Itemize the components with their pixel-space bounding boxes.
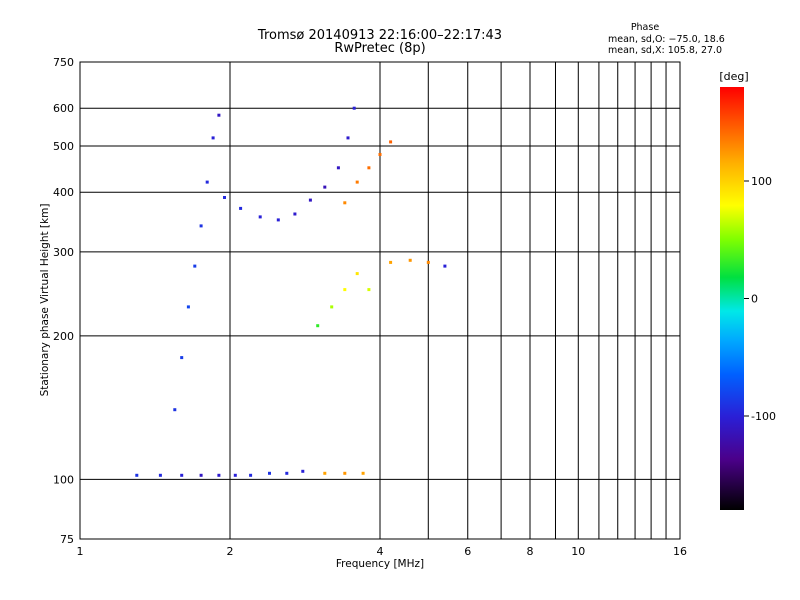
- colorbar-tick-label: -100: [751, 410, 776, 423]
- data-point: [323, 185, 327, 189]
- data-point: [336, 166, 340, 170]
- data-point: [389, 140, 393, 144]
- y-tick-label: 750: [53, 56, 74, 69]
- data-point: [180, 356, 184, 360]
- grid-lines: [80, 62, 680, 539]
- data-point: [361, 471, 365, 475]
- data-point: [343, 288, 347, 292]
- data-point: [346, 136, 350, 140]
- data-point: [330, 305, 334, 309]
- y-tick-label: 600: [53, 102, 74, 115]
- data-point: [352, 106, 356, 110]
- data-point: [186, 305, 190, 309]
- data-point: [285, 471, 289, 475]
- data-point: [355, 272, 359, 276]
- data-point: [180, 473, 184, 477]
- data-point: [355, 180, 359, 184]
- data-point: [205, 180, 209, 184]
- data-point: [239, 206, 243, 210]
- data-point: [378, 153, 382, 156]
- x-tick-label: 8: [527, 545, 534, 558]
- colorbar-tick-label: 100: [751, 175, 772, 188]
- data-point: [367, 166, 371, 170]
- data-point: [308, 198, 312, 202]
- x-tick-label: 6: [464, 545, 471, 558]
- x-axis-label: Frequency [MHz]: [336, 558, 424, 570]
- data-point: [276, 218, 280, 222]
- chart-subtitle: RwPretec (8p): [334, 41, 425, 56]
- data-point: [223, 196, 226, 199]
- x-tick-label: 4: [377, 545, 384, 558]
- data-point: [193, 264, 197, 268]
- data-point: [233, 473, 237, 477]
- data-point: [211, 136, 215, 140]
- y-tick-label: 75: [60, 533, 74, 546]
- data-point: [268, 471, 271, 475]
- data-point: [199, 473, 203, 477]
- x-tick-label: 2: [227, 545, 234, 558]
- colorbar-tick-label: 0: [751, 293, 758, 306]
- data-point: [443, 264, 447, 268]
- phase-heading: Phase: [631, 22, 660, 33]
- data-point: [217, 113, 221, 117]
- data-point: [343, 471, 347, 475]
- data-point: [389, 260, 393, 264]
- y-tick-label: 300: [53, 246, 74, 259]
- plot-area: 1 2 4 6 8 10 16 75 100 200 300 400 500 600 750: [53, 56, 687, 558]
- x-tick-label: 16: [673, 545, 687, 558]
- colorbar: [deg] 100 0 -100: [719, 70, 776, 510]
- phase-x-stats: mean, sd,X: 105.8, 27.0: [608, 45, 722, 56]
- x-tick-label: 10: [571, 545, 585, 558]
- y-axis-label: Stationary phase Virtual Height [km]: [39, 204, 51, 397]
- y-tick-label: 500: [53, 140, 74, 153]
- axis-ticks: 1 2 4 6 8 10 16 75 100 200 300 400 500 600 750: [53, 56, 687, 558]
- x-tick-label: 1: [77, 545, 84, 558]
- data-point: [258, 215, 262, 219]
- y-tick-label: 200: [53, 330, 74, 343]
- data-point: [249, 473, 253, 477]
- data-point: [426, 260, 430, 264]
- data-point: [343, 201, 347, 205]
- y-tick-label: 400: [53, 186, 74, 199]
- data-points: [135, 106, 447, 477]
- phase-o-stats: mean, sd,O: −75.0, 18.6: [608, 34, 725, 45]
- y-tick-label: 100: [53, 473, 74, 486]
- data-point: [323, 471, 327, 475]
- chart-title: Tromsø 20140913 22:16:00–22:17:43: [257, 28, 502, 43]
- colorbar-label: [deg]: [719, 70, 748, 83]
- data-point: [135, 473, 139, 477]
- data-point: [199, 224, 203, 228]
- colorbar-ticks: 100 0 -100: [744, 175, 776, 423]
- data-point: [158, 473, 162, 477]
- data-point: [301, 469, 305, 473]
- data-point: [217, 473, 221, 477]
- data-point: [316, 324, 320, 328]
- data-point: [367, 288, 371, 292]
- data-point: [408, 258, 412, 262]
- data-point: [173, 408, 177, 412]
- data-point: [293, 212, 297, 216]
- colorbar-gradient: [720, 87, 744, 510]
